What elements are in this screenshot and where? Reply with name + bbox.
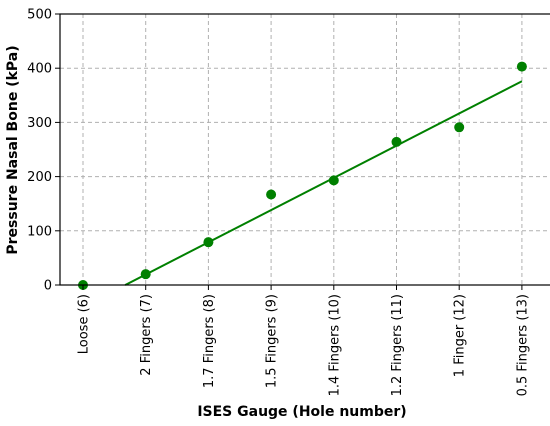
data-point xyxy=(391,136,402,147)
x-tick-label: 1.4 Fingers (10) xyxy=(327,294,342,396)
x-tick-label: Loose (6) xyxy=(77,294,92,354)
x-axis-ticks: Loose (6) 2 Fingers (7) 1.7 Fingers (8) 1.5… xyxy=(77,285,530,396)
data-point xyxy=(266,189,277,200)
x-tick-label: 1.7 Fingers (8) xyxy=(202,294,217,388)
grid-lines xyxy=(60,14,550,285)
x-axis-title: ISES Gauge (Hole number) xyxy=(197,404,406,420)
data-point xyxy=(203,237,214,248)
y-tick-label: 500 xyxy=(27,8,52,23)
x-tick-label: 1.2 Fingers (11) xyxy=(390,294,405,396)
x-tick-label: 1 Finger (12) xyxy=(453,294,468,377)
y-tick-label: 200 xyxy=(27,170,52,185)
x-tick-label: 0.5 Fingers (13) xyxy=(515,294,530,396)
data-points xyxy=(78,61,527,290)
y-axis-ticks: 0 100 200 300 400 500 xyxy=(27,8,60,294)
y-tick-label: 100 xyxy=(27,224,52,239)
y-tick-label: 0 xyxy=(44,279,52,294)
data-point xyxy=(328,175,339,186)
data-point xyxy=(140,269,151,280)
y-tick-label: 300 xyxy=(27,116,52,131)
plot-area-frame xyxy=(59,13,550,286)
trendline xyxy=(124,80,523,286)
data-point xyxy=(516,61,527,72)
y-tick-label: 400 xyxy=(27,62,52,77)
x-tick-label: 2 Fingers (7) xyxy=(139,294,154,376)
y-axis-title: Pressure Nasal Bone (kPa) xyxy=(5,45,21,254)
x-tick-label: 1.5 Fingers (9) xyxy=(265,294,280,388)
data-point xyxy=(454,122,465,133)
trendline-layer xyxy=(124,80,523,286)
